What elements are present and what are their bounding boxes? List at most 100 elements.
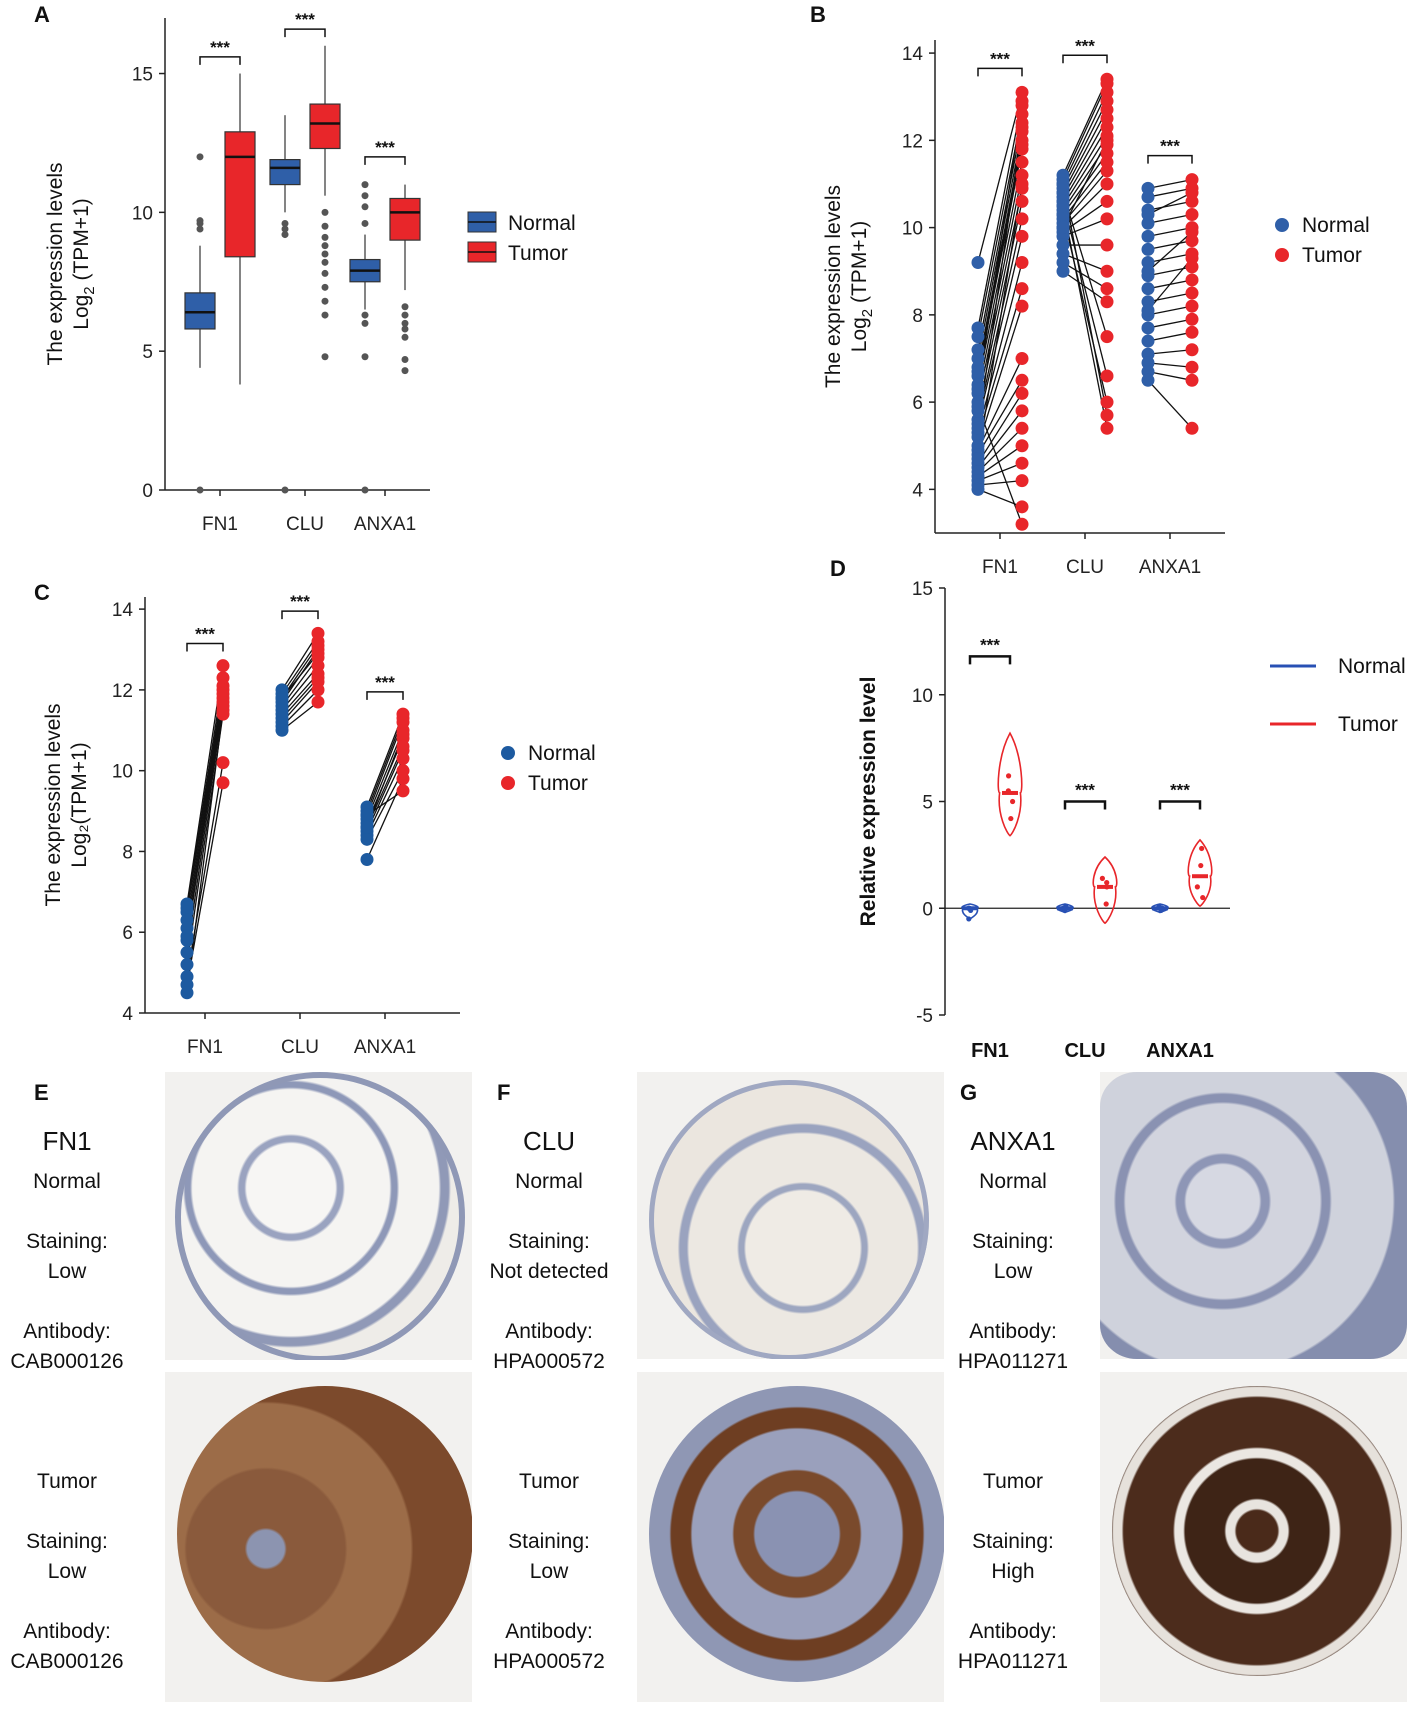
tumor-point — [1186, 252, 1199, 265]
tumor-point — [1016, 282, 1029, 295]
panel-letter-a: A — [34, 2, 50, 27]
y-tick-label: 12 — [902, 131, 923, 152]
ihc-staining-label: Staining: — [0, 1228, 142, 1255]
tumor-point — [1016, 518, 1029, 531]
y-tick-label: 8 — [122, 842, 133, 863]
pair-line — [1063, 101, 1107, 188]
x-tick-label: CLU — [1064, 1040, 1105, 1060]
panel-letter-e: E — [34, 1080, 49, 1106]
tumor-point — [1101, 330, 1114, 343]
legend-label: Tumor — [528, 772, 588, 795]
x-tick-label: ANXA1 — [354, 514, 416, 535]
outlier-point — [197, 217, 204, 224]
y-tick-label: 6 — [122, 923, 133, 944]
ihc-normal-staining: Low — [938, 1258, 1088, 1285]
x-tick-label: ANXA1 — [1146, 1040, 1214, 1060]
y-tick-label: -5 — [916, 1006, 933, 1027]
y-tick-label: 4 — [912, 480, 923, 501]
normal-point — [972, 452, 985, 465]
ihc-antibody-label: Antibody: — [474, 1318, 624, 1345]
tumor-point — [1016, 156, 1029, 169]
tumor-point — [1101, 134, 1114, 147]
normal-point — [181, 934, 194, 947]
tumor-point — [1016, 457, 1029, 470]
significance-bracket — [1065, 802, 1105, 810]
tumor-point — [1101, 295, 1114, 308]
outlier-point — [362, 203, 369, 210]
y-axis-title-line2: Log2 (TPM+1) — [848, 221, 876, 352]
outlier-point — [197, 153, 204, 160]
y-tick-label: 5 — [142, 342, 153, 363]
pair-line — [1063, 79, 1107, 175]
significance-label: *** — [295, 10, 315, 29]
outlier-point — [362, 220, 369, 227]
tumor-point — [1186, 186, 1199, 199]
outlier-point — [322, 223, 329, 230]
x-tick-label: FN1 — [187, 1037, 223, 1058]
x-tick-label: FN1 — [982, 557, 1018, 578]
tumor-point — [1186, 343, 1199, 356]
tumor-point — [312, 696, 325, 709]
pair-line — [1148, 267, 1192, 276]
y-tick-label: 5 — [922, 793, 933, 814]
normal-point — [972, 400, 985, 413]
significance-label: *** — [290, 592, 310, 611]
normal-point — [972, 383, 985, 396]
y-tick-label: 10 — [132, 203, 153, 224]
y-axis-title-line2: Log₂(TPM+1) — [68, 742, 91, 867]
outlier-point — [362, 312, 369, 319]
tumor-point — [1016, 474, 1029, 487]
normal-point — [972, 256, 985, 269]
significance-bracket — [187, 643, 223, 651]
violin-point — [1200, 895, 1205, 900]
violin-point — [1006, 788, 1011, 793]
tumor-point — [1016, 195, 1029, 208]
pair-line — [1148, 215, 1192, 224]
legend-marker — [1275, 218, 1289, 232]
x-tick-label: ANXA1 — [1139, 557, 1201, 578]
tumor-point — [1186, 374, 1199, 387]
outlier-point — [362, 320, 369, 327]
ihc-gene-anxa1: ANXA1 — [938, 1128, 1088, 1155]
y-axis-title: The expression levels — [42, 703, 65, 906]
outlier-point — [322, 259, 329, 266]
ihc-antibody: CAB000126 — [0, 1348, 142, 1375]
ihc-staining-label: Staining: — [938, 1528, 1088, 1555]
outlier-point — [322, 209, 329, 216]
legend-label: Tumor — [1338, 713, 1398, 736]
tumor-point — [1186, 361, 1199, 374]
pair-line — [978, 127, 1022, 428]
pair-line — [187, 686, 223, 912]
violin — [1093, 857, 1117, 923]
pair-line — [978, 489, 1022, 506]
outlier-point — [322, 298, 329, 305]
y-axis-title-log: Log — [848, 317, 871, 352]
ihc-image-anxa1-normal — [1100, 1072, 1407, 1359]
pair-line — [1148, 350, 1192, 354]
pair-line — [1148, 380, 1192, 428]
violin-point — [1158, 908, 1163, 913]
violin-point — [1195, 884, 1200, 889]
x-tick-label: ANXA1 — [354, 1037, 416, 1058]
legend-label: Tumor — [1302, 244, 1362, 267]
tumor-point — [1016, 500, 1029, 513]
tumor-point — [1186, 225, 1199, 238]
pair-line — [1148, 372, 1192, 381]
tumor-point — [1101, 396, 1114, 409]
tumor-point — [1016, 352, 1029, 365]
tumor-point — [1186, 273, 1199, 286]
ihc-gene-clu: CLU — [474, 1128, 624, 1155]
tumor-point — [1186, 300, 1199, 313]
outlier-point — [282, 487, 289, 494]
significance-bracket — [200, 57, 240, 65]
significance-bracket — [1160, 802, 1200, 810]
significance-label: *** — [1170, 781, 1190, 800]
significance-label: *** — [210, 38, 230, 57]
legend-marker — [501, 776, 515, 790]
tumor-point — [1016, 99, 1029, 112]
box — [390, 198, 420, 240]
x-tick-label: CLU — [286, 514, 324, 535]
panel-letter-b: B — [810, 2, 826, 27]
tumor-point — [1101, 265, 1114, 278]
ihc-staining-label: Staining: — [474, 1228, 624, 1255]
